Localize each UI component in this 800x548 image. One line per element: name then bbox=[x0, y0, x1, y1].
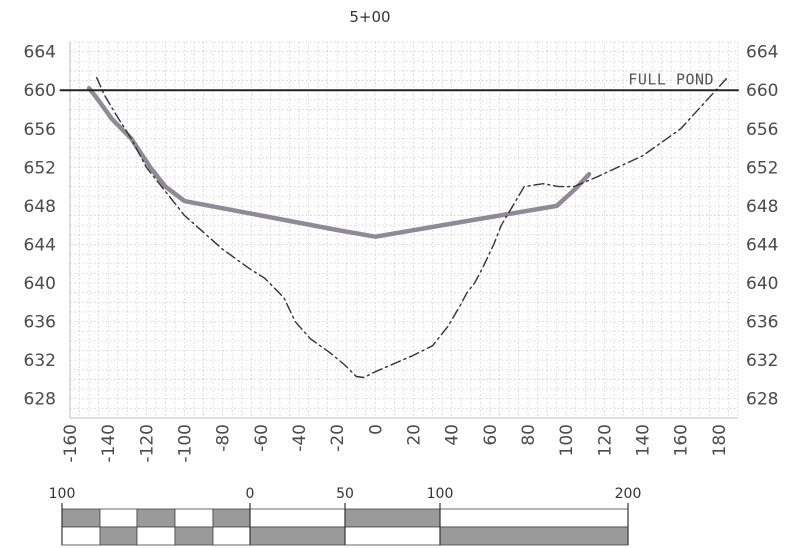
scale-label: 0 bbox=[246, 486, 255, 502]
y-tick-label-left: 664 bbox=[24, 43, 56, 63]
x-tick-label: -120 bbox=[137, 424, 157, 463]
scale-segment bbox=[439, 526, 629, 546]
x-tick-label: 0 bbox=[366, 424, 386, 435]
scale-segment bbox=[174, 508, 214, 528]
y-tick-label-left: 632 bbox=[24, 351, 56, 371]
x-tick-label: 140 bbox=[634, 424, 654, 456]
scale-segment bbox=[249, 526, 346, 546]
scale-segment bbox=[136, 526, 176, 546]
y-tick-label-right: 660 bbox=[746, 81, 778, 101]
y-tick-label-right: 652 bbox=[746, 158, 778, 178]
x-tick-label: -100 bbox=[176, 424, 196, 463]
y-tick-label-right: 664 bbox=[746, 43, 778, 63]
scale-segment bbox=[61, 526, 101, 546]
x-tick-label: -80 bbox=[214, 424, 234, 452]
y-tick-label-right: 644 bbox=[746, 235, 778, 255]
y-tick-label-right: 640 bbox=[746, 274, 778, 294]
x-tick-label: 160 bbox=[672, 424, 692, 456]
y-tick-label-right: 648 bbox=[746, 197, 778, 217]
y-tick-label-left: 644 bbox=[24, 235, 56, 255]
scale-segment bbox=[99, 508, 138, 528]
y-tick-label-right: 632 bbox=[746, 351, 778, 371]
x-tick-label: 100 bbox=[557, 424, 577, 456]
y-tick-label-right: 628 bbox=[746, 390, 778, 410]
scale-segment bbox=[136, 508, 176, 528]
proposed-ground-line bbox=[95, 76, 728, 379]
x-tick-label: 40 bbox=[443, 424, 463, 446]
axes bbox=[69, 42, 738, 419]
scale-segment bbox=[174, 526, 214, 546]
scale-label: 50 bbox=[336, 486, 354, 502]
y-tick-label-right: 636 bbox=[746, 313, 778, 333]
x-tick-label: -60 bbox=[252, 424, 272, 452]
scale-segment bbox=[344, 526, 441, 546]
y-tick-label-left: 652 bbox=[24, 158, 56, 178]
x-tick-label: 20 bbox=[405, 424, 425, 446]
x-tick-label: 80 bbox=[519, 424, 539, 446]
series-layer bbox=[59, 76, 739, 379]
y-tick-label-right: 656 bbox=[746, 120, 778, 140]
x-tick-label: 60 bbox=[481, 424, 501, 446]
scale-segment bbox=[61, 508, 101, 528]
scale-segment bbox=[344, 508, 441, 528]
scale-segment bbox=[249, 508, 346, 528]
x-tick-label: 180 bbox=[710, 424, 730, 456]
y-tick-label-left: 660 bbox=[24, 81, 56, 101]
scale-label: 200 bbox=[615, 486, 642, 502]
scale-label: 100 bbox=[49, 486, 76, 502]
y-tick-label-left: 648 bbox=[24, 197, 56, 217]
annotations: FULL POND bbox=[628, 70, 714, 88]
scale-bar: 100 0 50 100 200 bbox=[49, 486, 642, 546]
y-tick-label-left: 636 bbox=[24, 313, 56, 333]
scale-segment bbox=[439, 508, 629, 528]
y-tick-label-left: 656 bbox=[24, 120, 56, 140]
existing-ground-line bbox=[86, 86, 592, 239]
y-tick-label-left: 628 bbox=[24, 390, 56, 410]
chart-title: 5+00 bbox=[349, 8, 390, 26]
scale-label: 100 bbox=[427, 486, 454, 502]
tick-labels: 664 660 656 652 648 644 640 636 632 628 664 660 656 6… bbox=[24, 43, 779, 463]
x-tick-label: -40 bbox=[290, 424, 310, 452]
scale-segment bbox=[99, 526, 138, 546]
x-tick-label: -160 bbox=[61, 424, 81, 463]
x-tick-label: -140 bbox=[99, 424, 119, 463]
x-tick-label: 120 bbox=[595, 424, 615, 456]
y-tick-label-left: 640 bbox=[24, 274, 56, 294]
scale-segment bbox=[212, 526, 251, 546]
scale-segment bbox=[212, 508, 251, 528]
x-tick-label: -20 bbox=[328, 424, 348, 452]
full-pond-label: FULL POND bbox=[628, 70, 714, 88]
